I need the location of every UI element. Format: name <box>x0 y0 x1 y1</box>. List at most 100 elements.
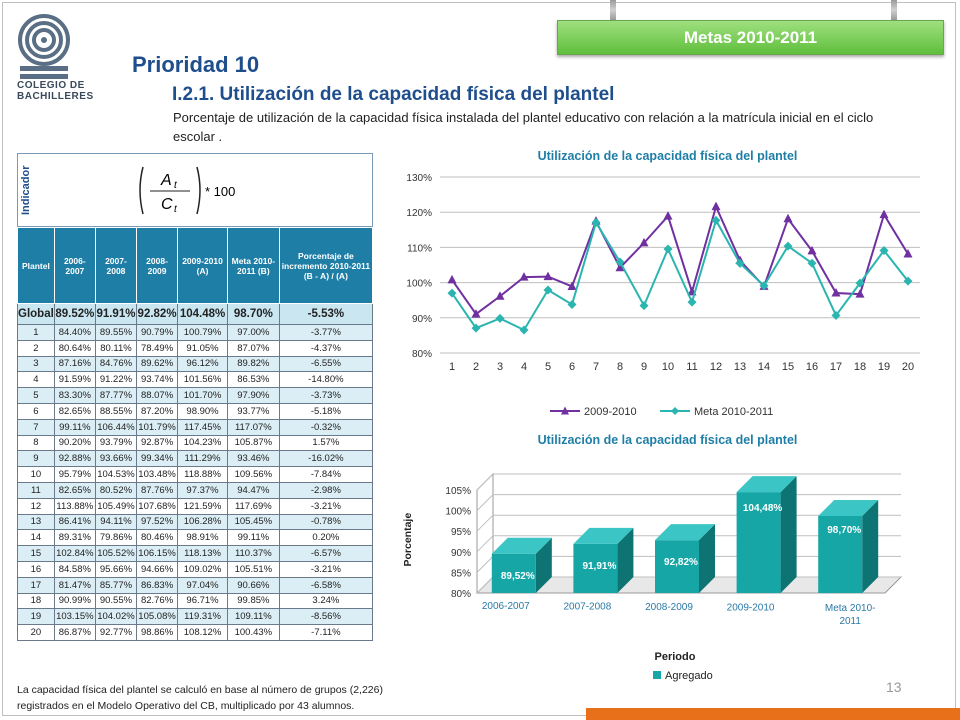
bar-side <box>617 527 634 593</box>
bar-top <box>736 476 797 493</box>
table-cell: Global <box>17 303 55 325</box>
table-cell: -6.55% <box>278 355 374 373</box>
x-tick-label: 2008-2009 <box>645 602 693 613</box>
table-row: 14 89.31% 79.86% 80.46% 98.91% 99.11% 0.20% <box>17 529 374 547</box>
x-tick-label: 9 <box>641 361 647 373</box>
table-cell: 84.40% <box>53 324 96 341</box>
indicator-description: Porcentaje de utilización de la capacida… <box>173 110 874 144</box>
x-tick-label: 5 <box>545 361 551 373</box>
table-cell: -2.98% <box>278 481 374 499</box>
table-cell: 80.11% <box>94 339 138 357</box>
table-cell: 91.59% <box>53 371 96 389</box>
table-cell: -7.84% <box>278 466 374 483</box>
indicador-label: Indicador <box>20 165 32 215</box>
table-body: Global 89.52% 91.91% 92.82% 104.48% 98.70% -5.… <box>17 303 374 641</box>
table-cell: 85.77% <box>94 576 138 594</box>
table-cell: 98.70% <box>226 303 280 325</box>
table-cell: 101.79% <box>135 418 179 436</box>
table-cell: 15 <box>17 545 55 562</box>
table-cell: 104.53% <box>94 466 138 483</box>
table-cell: 96.12% <box>177 355 228 373</box>
y-tick-label: 90% <box>451 548 471 559</box>
table-cell: 99.11% <box>53 418 96 436</box>
table-cell: 87.77% <box>94 387 138 404</box>
table-cell: 117.07% <box>226 418 280 436</box>
legend-label: Meta 2010-2011 <box>694 406 773 418</box>
indicador-box <box>17 153 373 227</box>
table-cell: 91.05% <box>177 339 228 357</box>
table-cell: 7 <box>17 418 55 436</box>
table-cell: 107.68% <box>135 497 179 515</box>
table-cell: 94.47% <box>226 481 280 499</box>
x-tick-label: 1 <box>449 361 455 373</box>
data-point <box>663 211 673 220</box>
table-cell: 105.45% <box>226 513 280 531</box>
logo-line-1: COLEGIO DE <box>17 80 85 91</box>
bar-top <box>818 499 879 516</box>
table-cell: 89.31% <box>53 529 96 547</box>
y-tick-label: 80% <box>412 349 432 360</box>
table-cell: 121.59% <box>177 497 228 515</box>
data-point <box>831 288 841 297</box>
table-row: 5 83.30% 87.77% 88.07% 101.70% 97.90% -3.73% <box>17 387 374 404</box>
y-tick-label: 105% <box>445 486 471 497</box>
hanger-right <box>891 0 897 20</box>
table-cell: 16 <box>17 560 55 578</box>
data-point <box>831 310 841 320</box>
table-row: 3 87.16% 84.76% 89.62% 96.12% 89.82% -6.55% <box>17 355 374 373</box>
table-cell: 92.82% <box>135 303 179 325</box>
table-row: 17 81.47% 85.77% 86.83% 97.04% 90.66% -6.58% <box>17 576 374 594</box>
data-table: Plantel 2006-2007 2007-2008 2008-2009 2009-2… <box>17 227 374 641</box>
data-point <box>783 213 793 223</box>
table-cell: 104.48% <box>177 303 228 325</box>
table-cell: 93.77% <box>226 402 280 420</box>
table-cell: 95.66% <box>94 560 138 578</box>
data-point <box>807 258 817 268</box>
formula-numerator: A <box>160 172 172 189</box>
data-point <box>447 288 457 298</box>
column-header: Meta 2010-2011 (B) <box>226 227 280 304</box>
table-cell: -16.02% <box>278 450 374 468</box>
table-cell: -6.58% <box>278 576 374 594</box>
x-tick-label: 7 <box>593 361 599 373</box>
formula-denominator: C <box>161 196 173 213</box>
table-cell: 109.56% <box>226 466 280 483</box>
table-cell: 87.76% <box>135 481 179 499</box>
data-point <box>687 297 697 307</box>
x-tick-label: 18 <box>854 361 866 373</box>
table-row: 12 113.88% 105.49% 107.68% 121.59% 117.69% -3.… <box>17 497 374 515</box>
table-cell: 87.20% <box>135 402 179 420</box>
y-tick-label: 90% <box>412 314 432 325</box>
data-label: 98,70% <box>827 525 861 536</box>
table-cell: 90.20% <box>53 434 96 452</box>
data-point <box>543 271 553 281</box>
table-cell: 17 <box>17 576 55 594</box>
y-tick-label: 120% <box>406 208 432 219</box>
bar-side <box>862 499 879 593</box>
table-cell: 1 <box>17 324 55 341</box>
table-cell: 3 <box>17 355 55 373</box>
table-cell: 88.07% <box>135 387 179 404</box>
legend-label: 2009-2010 <box>584 406 637 418</box>
table-cell: 100.79% <box>177 324 228 341</box>
table-cell: -5.53% <box>278 303 374 325</box>
data-point <box>591 218 601 228</box>
line-chart-title: Utilización de la capacidad física del p… <box>537 149 798 163</box>
table-cell: 86.53% <box>226 371 280 389</box>
table-cell: 19 <box>17 608 55 626</box>
x-tick-label: 20 <box>902 361 914 373</box>
x-tick-label: Meta 2010- <box>825 603 876 614</box>
table-cell: 13 <box>17 513 55 531</box>
data-point <box>519 325 529 335</box>
data-point <box>567 281 577 290</box>
logo-text: COLEGIO DE BACHILLERES <box>17 80 94 102</box>
table-cell: 82.76% <box>135 592 179 610</box>
table-row: 8 90.20% 93.79% 92.87% 104.23% 105.87% 1.57% <box>17 434 374 452</box>
table-cell: 9 <box>17 450 55 468</box>
table-cell: 109.11% <box>226 608 280 626</box>
table-cell: -8.56% <box>278 608 374 626</box>
table-cell: -3.21% <box>278 560 374 578</box>
data-point <box>903 276 913 286</box>
bar <box>573 543 618 593</box>
